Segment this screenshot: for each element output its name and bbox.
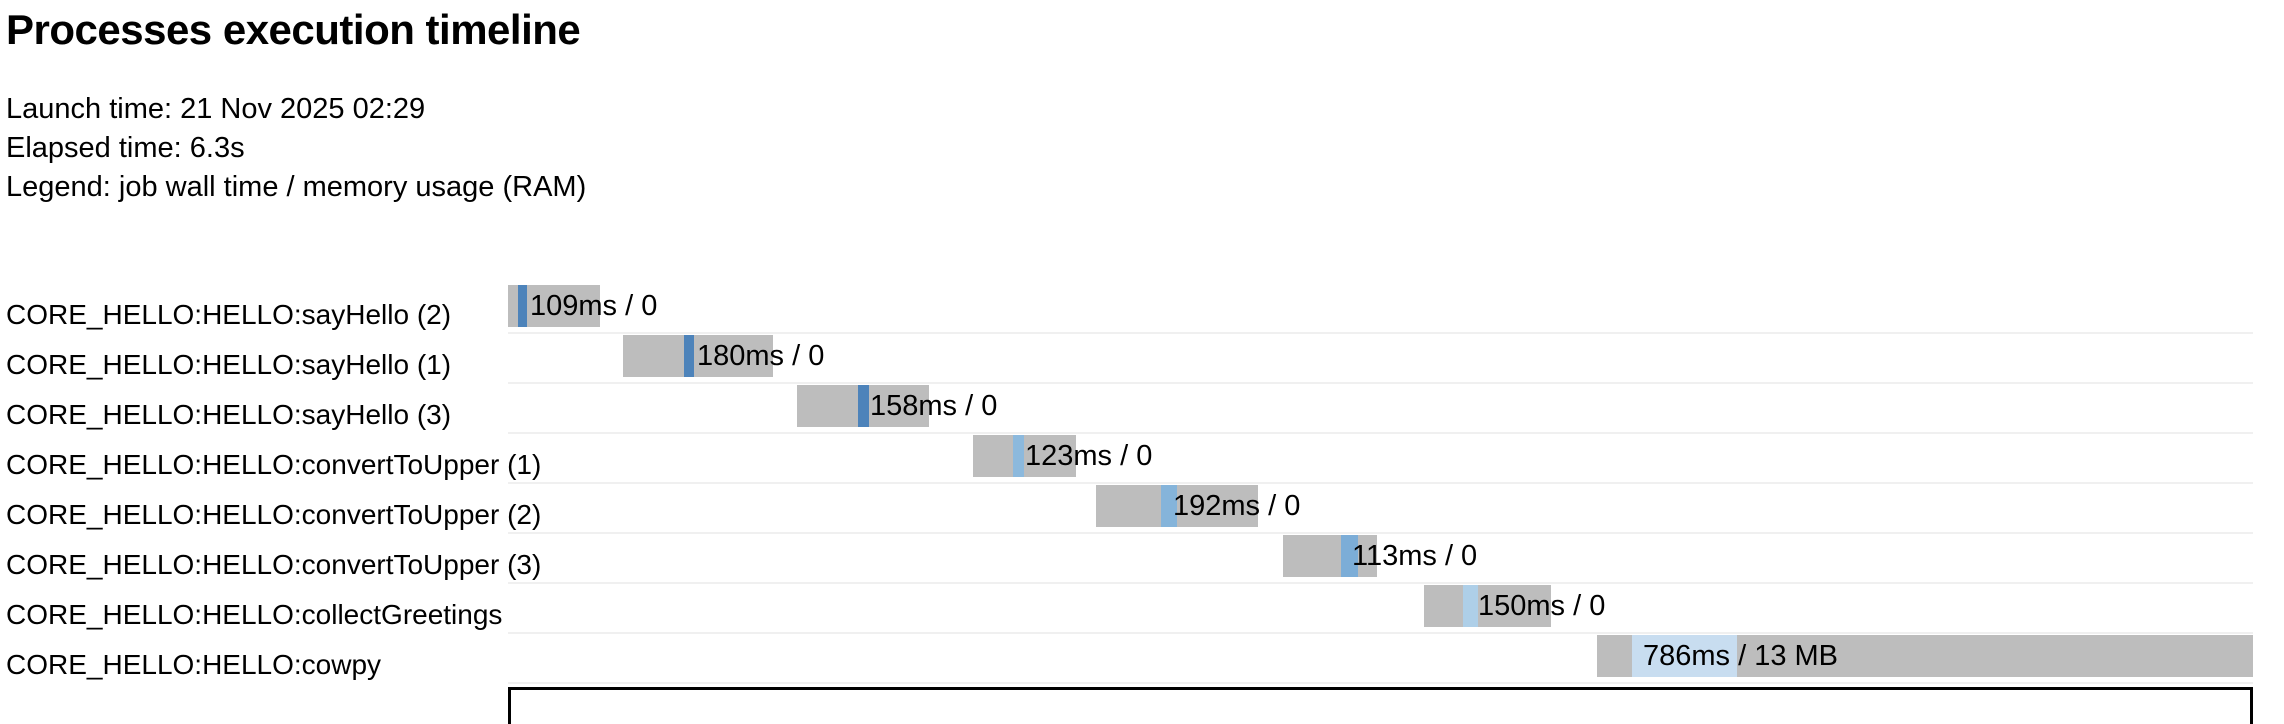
task-run-segment — [1463, 585, 1478, 627]
task-bar[interactable] — [1424, 585, 1551, 627]
task-run-segment — [1341, 535, 1358, 577]
task-run-segment — [518, 285, 527, 327]
task-value-label: 180ms / 0 — [697, 340, 825, 372]
task-value-label: 123ms / 0 — [1025, 440, 1153, 472]
launch-time-text: Launch time: 21 Nov 2025 02:29 — [6, 93, 426, 125]
task-run-segment — [684, 335, 694, 377]
task-value-label: 109ms / 0 — [530, 290, 658, 322]
time-axis-box — [508, 687, 2253, 724]
process-label: CORE_HELLO:HELLO:sayHello (1) — [6, 349, 452, 380]
report-meta: Launch time: 21 Nov 2025 02:29 Elapsed t… — [6, 90, 586, 207]
task-value-label: 158ms / 0 — [870, 390, 998, 422]
task-bar[interactable] — [1597, 635, 2253, 677]
task-value-label: 150ms / 0 — [1478, 590, 1606, 622]
row-separator — [508, 632, 2253, 634]
task-run-segment — [1161, 485, 1177, 527]
process-label: CORE_HELLO:HELLO:convertToUpper (1) — [6, 449, 542, 480]
task-run-segment — [1013, 435, 1024, 477]
page-title: Processes execution timeline — [6, 6, 581, 53]
row-separator — [508, 332, 2253, 334]
process-label: CORE_HELLO:HELLO:sayHello (3) — [6, 399, 452, 430]
legend-text: Legend: job wall time / memory usage (RA… — [6, 171, 587, 203]
process-label: CORE_HELLO:HELLO:convertToUpper (2) — [6, 499, 542, 530]
row-separator — [508, 582, 2253, 584]
elapsed-time-text: Elapsed time: 6.3s — [6, 132, 245, 164]
task-bar[interactable] — [973, 435, 1076, 477]
row-separator — [508, 432, 2253, 434]
row-separator — [508, 532, 2253, 534]
task-bar[interactable] — [508, 285, 600, 327]
task-value-label: 786ms / 13 MB — [1643, 640, 1839, 672]
task-bar[interactable] — [797, 385, 929, 427]
row-separator — [508, 482, 2253, 484]
process-label: CORE_HELLO:HELLO:collectGreetings — [6, 599, 503, 630]
process-label: CORE_HELLO:HELLO:cowpy — [6, 649, 382, 680]
row-separator — [508, 382, 2253, 384]
task-bar[interactable] — [1096, 485, 1258, 527]
row-separator — [508, 682, 2253, 684]
task-value-label: 113ms / 0 — [1352, 540, 1478, 572]
process-label: CORE_HELLO:HELLO:sayHello (2) — [6, 299, 452, 330]
task-bar[interactable] — [623, 335, 773, 377]
process-label: CORE_HELLO:HELLO:convertToUpper (3) — [6, 549, 542, 580]
task-run-segment — [1632, 635, 1737, 677]
task-value-label: 192ms / 0 — [1173, 490, 1301, 522]
task-bar[interactable] — [1283, 535, 1377, 577]
task-run-segment — [858, 385, 869, 427]
